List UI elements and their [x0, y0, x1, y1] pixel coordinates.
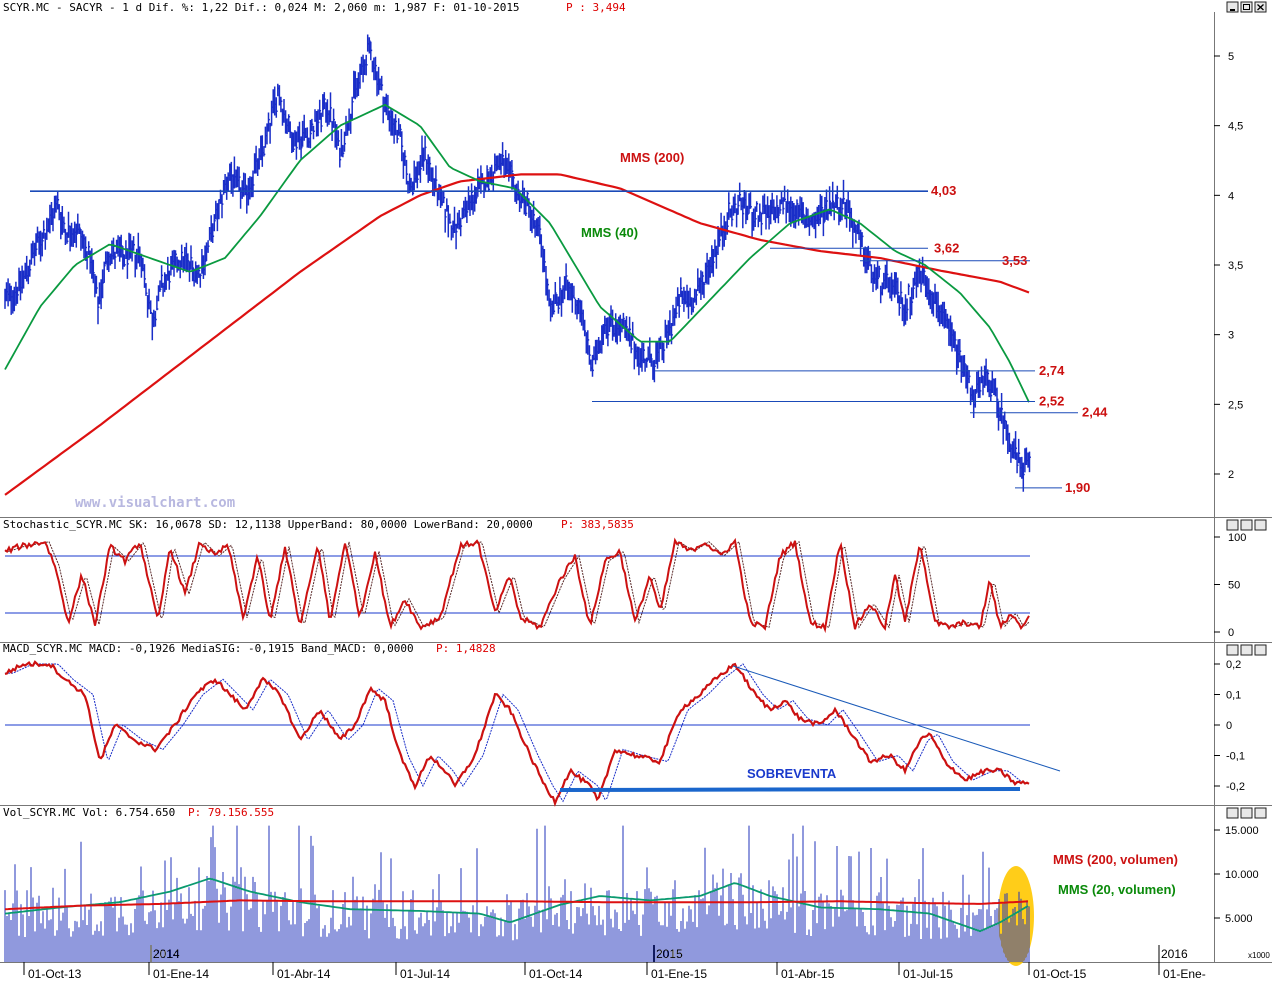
vol-header: Vol_SCYR.MC Vol: 6.754.650 [3, 806, 175, 819]
level-label-2: 3,53 [1002, 253, 1027, 268]
vol-mms200-line [4, 899, 1029, 911]
stoch-header: Stochastic_SCYR.MC SK: 16,0678 SD: 12,11… [3, 518, 533, 531]
mms20-vol-label: MMS (20, volumen) [1058, 882, 1176, 897]
year-label-2: 2016 [1161, 947, 1188, 961]
vol-close-button[interactable] [1254, 807, 1267, 819]
vol-unit-label: x1000 [1248, 951, 1270, 960]
macd-trendline [732, 665, 1061, 772]
vol-maximize-button[interactable] [1240, 807, 1253, 819]
macd-tick-1: 0,1 [1226, 690, 1241, 702]
mms200-vol-label: MMS (200, volumen) [1053, 852, 1178, 867]
price-tick-6: 2 [1228, 469, 1234, 481]
close-icon [1257, 4, 1264, 11]
stochastic-panel [4, 537, 1030, 634]
stoch-panel-controls [1226, 519, 1267, 531]
vol-header-p: P: 79.156.555 [188, 806, 274, 819]
year-label-0: 2014 [153, 947, 180, 961]
vol-panel-controls [1226, 807, 1267, 819]
vol-tick-1: 10.000 [1225, 869, 1259, 881]
sobreventa-label: SOBREVENTA [747, 766, 837, 781]
date-label-8: 01-Oct-15 [1033, 967, 1087, 981]
price-tick-0: 5 [1228, 51, 1234, 63]
stoch-close-button[interactable] [1254, 519, 1267, 531]
level-label-3: 2,74 [1039, 363, 1065, 378]
price-tick-3: 3,5 [1228, 260, 1243, 272]
macd-tick-0: 0,2 [1226, 659, 1241, 671]
sobreventa-bar [559, 787, 1021, 792]
level-label-4: 2,52 [1039, 394, 1064, 409]
price-series [4, 34, 1031, 492]
date-label-3: 01-Jul-14 [400, 967, 450, 981]
price-tick-2: 4 [1228, 190, 1234, 202]
year-label-1: 2015 [656, 947, 683, 961]
mms200-line [4, 173, 1030, 496]
price-tick-5: 2,5 [1228, 399, 1243, 411]
watermark: www.visualchart.com [75, 495, 235, 511]
axes-labels: 54,543,532,521005000,20,10-0,1-0,215.000… [23, 51, 1270, 981]
date-label-6: 01-Abr-15 [781, 967, 835, 981]
macd-minimize-button[interactable] [1226, 644, 1239, 656]
macd-maximize-button[interactable] [1240, 644, 1253, 656]
macd-line [4, 660, 1030, 807]
macd-header: MACD_SCYR.MC MACD: -0,1926 MediaSIG: -0,… [3, 642, 414, 655]
vol-tick-2: 5.000 [1225, 913, 1253, 925]
window-controls [1226, 1, 1267, 13]
stoch-header-p: P: 383,5835 [561, 518, 634, 531]
date-label-7: 01-Jul-15 [903, 967, 953, 981]
panel-frames [0, 12, 1272, 963]
macd-tick-2: 0 [1226, 720, 1232, 732]
vol-mms20-line [4, 877, 1029, 933]
macd-tick-3: -0,1 [1226, 751, 1245, 763]
stoch-sk-line [4, 537, 1030, 634]
maximize-icon [1243, 4, 1250, 10]
date-label-4: 01-Oct-14 [529, 967, 583, 981]
vol-tick-0: 15.000 [1225, 825, 1259, 837]
macd-panel-controls [1226, 644, 1267, 656]
stoch-minimize-button[interactable] [1226, 519, 1239, 531]
date-label-1: 01-Ene-14 [153, 967, 209, 981]
date-label-0: 01-Oct-13 [28, 967, 82, 981]
date-label-5: 01-Ene-15 [651, 967, 707, 981]
macd-panel [4, 660, 1061, 807]
macd-close-button[interactable] [1254, 644, 1267, 656]
stoch-tick-0: 100 [1228, 532, 1246, 544]
price-bars [4, 34, 1031, 492]
level-label-6: 1,90 [1065, 480, 1090, 495]
vol-minimize-button[interactable] [1226, 807, 1239, 819]
macd-header-p: P: 1,4828 [436, 642, 496, 655]
stoch-tick-1: 50 [1228, 580, 1240, 592]
minimize-button[interactable] [1226, 1, 1239, 13]
stoch-tick-2: 0 [1228, 627, 1234, 639]
price-tick-1: 4,5 [1228, 121, 1243, 133]
price-header: SCYR.MC - SACYR - 1 d Dif. %: 1,22 Dif.:… [3, 1, 520, 14]
price-tick-4: 3 [1228, 330, 1234, 342]
date-label-2: 01-Abr-14 [277, 967, 331, 981]
stoch-sd-line [5, 540, 1030, 629]
level-label-1: 3,62 [934, 240, 959, 255]
mms200-label: MMS (200) [620, 150, 684, 165]
volume-panel [4, 825, 1034, 966]
stoch-maximize-button[interactable] [1240, 519, 1253, 531]
macd-tick-4: -0,2 [1226, 781, 1245, 793]
price-panel: 4,03 3,62 3,53 2,74 2,52 2,44 1,90 [4, 34, 1108, 496]
maximize-button[interactable] [1240, 1, 1253, 13]
mms40-label: MMS (40) [581, 225, 638, 240]
macd-signal-line [5, 663, 1029, 803]
level-label-5: 2,44 [1082, 405, 1108, 420]
price-header-p: P : 3,494 [566, 1, 626, 14]
level-label-0: 4,03 [931, 183, 956, 198]
date-label-9: 01-Ene- [1163, 967, 1206, 981]
volume-bars [4, 825, 1030, 962]
mms40-line [4, 103, 1030, 403]
